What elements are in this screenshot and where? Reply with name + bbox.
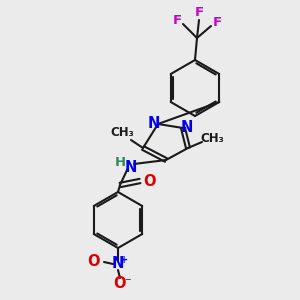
- Text: N: N: [125, 160, 137, 175]
- Text: +: +: [120, 255, 128, 265]
- Text: H: H: [114, 155, 126, 169]
- Text: ⁻: ⁻: [124, 277, 130, 290]
- Text: CH₃: CH₃: [110, 127, 134, 140]
- Text: N: N: [148, 116, 160, 130]
- Text: O: O: [114, 277, 126, 292]
- Text: CH₃: CH₃: [200, 133, 224, 146]
- Text: N: N: [112, 256, 124, 272]
- Text: F: F: [172, 14, 182, 26]
- Text: F: F: [194, 7, 204, 20]
- Text: O: O: [143, 173, 155, 188]
- Text: F: F: [212, 16, 222, 28]
- Text: N: N: [181, 119, 193, 134]
- Text: O: O: [87, 254, 99, 268]
